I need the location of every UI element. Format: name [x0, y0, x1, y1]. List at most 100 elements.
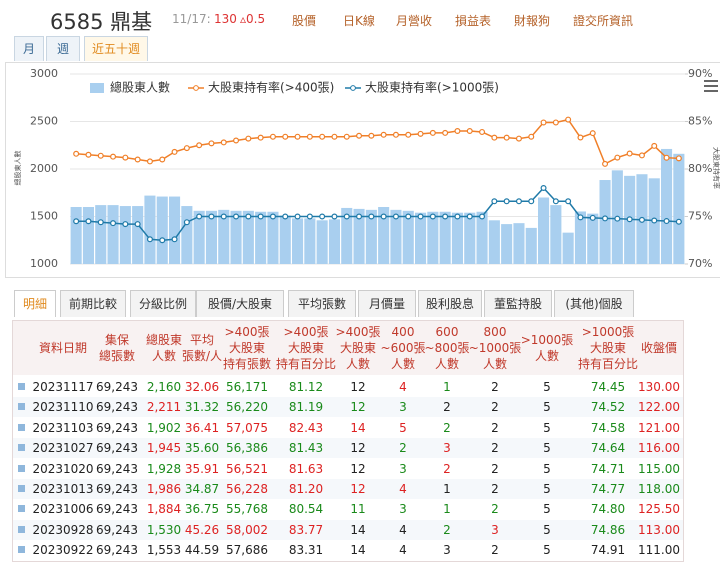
table-cell: 5 [543, 482, 551, 496]
nav-link[interactable]: 損益表 [455, 14, 492, 28]
bar [599, 180, 611, 264]
menu-icon[interactable] [704, 80, 718, 92]
point [392, 131, 399, 138]
point [269, 133, 276, 140]
table-cell: 3 [491, 522, 499, 537]
table-cell: 20231013 [32, 482, 94, 496]
row-marker [18, 423, 25, 431]
table-tab[interactable]: 前期比較 [60, 290, 126, 317]
bar [82, 207, 94, 264]
point [589, 130, 596, 137]
chart-box [5, 62, 720, 278]
table-tab[interactable]: 股價/大股東 [196, 290, 284, 317]
point [638, 216, 645, 223]
y2-axis-label: 大股東持有率 [712, 147, 720, 189]
chart: 總股東人數 大股東持有率 1000 1500 2000 2500 3000 70% 75% 8… [13, 67, 720, 270]
table-cell: 2 [491, 482, 499, 496]
table-cell: 5 [543, 441, 551, 456]
table-cell: 5 [543, 420, 551, 435]
y2-tick-label: 85% [688, 115, 712, 128]
table-tab[interactable]: 董監持股 [484, 290, 552, 317]
y-tick-label: 2500 [30, 115, 58, 128]
table-cell: 69,243 [96, 400, 138, 415]
table-cell: 3 [399, 400, 407, 415]
table-cell: 20231020 [32, 461, 94, 476]
period-tab[interactable]: 月 [14, 36, 44, 61]
table-cell: 2 [491, 420, 499, 435]
table-cell: 121.00 [638, 420, 680, 435]
table-tab[interactable]: 平均張數 [288, 290, 356, 317]
table-tab[interactable]: 月價量 [358, 290, 416, 317]
stock-title: 6585 鼎基 [50, 10, 153, 34]
table-cell: 74.45 [590, 380, 626, 394]
y-tick-label: 1500 [30, 210, 58, 223]
nav-link[interactable]: 股價 [292, 14, 317, 28]
bar [562, 232, 574, 264]
table-cell: 74.86 [590, 522, 626, 537]
table-cell: 69,243 [96, 420, 138, 435]
bar [525, 227, 537, 264]
bar [550, 205, 562, 264]
table-cell: 2 [443, 522, 451, 537]
row-marker [18, 444, 25, 452]
nav-link[interactable]: 財報狗 [514, 14, 551, 28]
point [282, 213, 289, 220]
table-cell: 20230922 [32, 543, 94, 558]
point [196, 213, 203, 220]
table-cell: 20231027 [32, 441, 94, 456]
row-marker [18, 485, 25, 492]
point [565, 116, 572, 123]
legend-label: 總股東人數 [110, 80, 170, 95]
bar [464, 212, 476, 264]
table-tab[interactable]: 股利股息 [418, 290, 482, 317]
point [171, 148, 178, 155]
point [638, 152, 645, 159]
legend-swatch [350, 85, 356, 91]
table-tab[interactable]: (其他)個股 [554, 290, 634, 317]
table-cell: 31.32 [184, 400, 220, 415]
point [479, 213, 486, 220]
table-cell: 2 [491, 502, 499, 517]
point [503, 198, 510, 205]
point [540, 119, 547, 126]
point [134, 156, 141, 163]
table-tab[interactable]: 分級比例 [130, 290, 196, 317]
table-cell: 3 [443, 543, 451, 558]
nav-link[interactable]: 日K線 [343, 14, 375, 28]
row-marker [18, 546, 25, 554]
table-cell: 125.50 [638, 502, 680, 517]
table-cell: 36.75 [184, 502, 220, 517]
y-tick-label: 2000 [30, 162, 58, 175]
table-cell: 56,386 [226, 441, 268, 456]
table-cell: 57,075 [226, 420, 268, 435]
table-tab[interactable]: 明細 [14, 290, 56, 317]
bar [353, 208, 365, 264]
point [233, 213, 240, 220]
bar [365, 209, 377, 264]
row-marker [18, 383, 25, 390]
bar [95, 205, 107, 264]
point [233, 137, 240, 144]
point [159, 237, 166, 244]
table-cell: 34.87 [184, 482, 220, 496]
period-tab[interactable]: 週 [46, 36, 80, 61]
point [146, 158, 153, 165]
point [85, 151, 92, 158]
nav-link[interactable]: 證交所資訊 [573, 14, 634, 28]
point [454, 128, 461, 135]
table-cell: 74.64 [590, 441, 626, 456]
table-cell: 1,928 [146, 461, 182, 476]
table-cell: 2 [399, 441, 407, 456]
table-row [13, 499, 683, 520]
point [442, 129, 449, 136]
nav-link[interactable]: 月營收 [396, 14, 433, 28]
point [675, 218, 682, 225]
bar [427, 211, 439, 264]
point [245, 213, 252, 220]
y-axis-label: 總股東人數 [13, 151, 22, 186]
point [466, 213, 473, 220]
table-cell: 20230928 [32, 522, 94, 537]
y2-tick-label: 90% [688, 67, 712, 80]
period-tab[interactable]: 近五十週 [84, 36, 148, 61]
